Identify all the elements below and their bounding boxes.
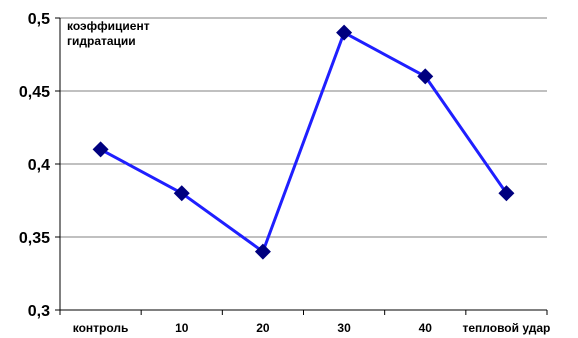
series [92,24,515,260]
gridlines [60,17,547,238]
x-tick-label: 40 [419,321,433,335]
data-point-marker [336,24,353,41]
x-tick-labels: контроль 10 20 30 40 тепловой удар [73,321,551,335]
x-tick-label: 20 [256,321,270,335]
data-point-marker [417,68,434,85]
y-axis-label-line-2: гидратации [67,34,136,48]
y-tick-label: 0,5 [28,11,50,28]
x-tick-label: 10 [175,321,189,335]
y-tick-label: 0,45 [19,84,50,101]
data-point-marker [92,141,109,158]
y-tick-labels: 0,3 0,35 0,4 0,45 0,5 [19,11,50,320]
y-tick-label: 0,35 [19,230,50,247]
series-line [99,31,508,254]
y-axis-label-line-1: коэффициент [67,19,150,33]
data-point-marker [173,185,190,202]
y-tick-label: 0,3 [28,303,50,320]
x-tick-label: тепловой удар [462,321,550,335]
y-tick-label: 0,4 [28,157,50,174]
axes [55,17,548,315]
x-tick-label: 30 [337,321,351,335]
x-tick-label: контроль [73,321,129,335]
data-point-marker [254,243,271,260]
data-point-marker [498,185,515,202]
